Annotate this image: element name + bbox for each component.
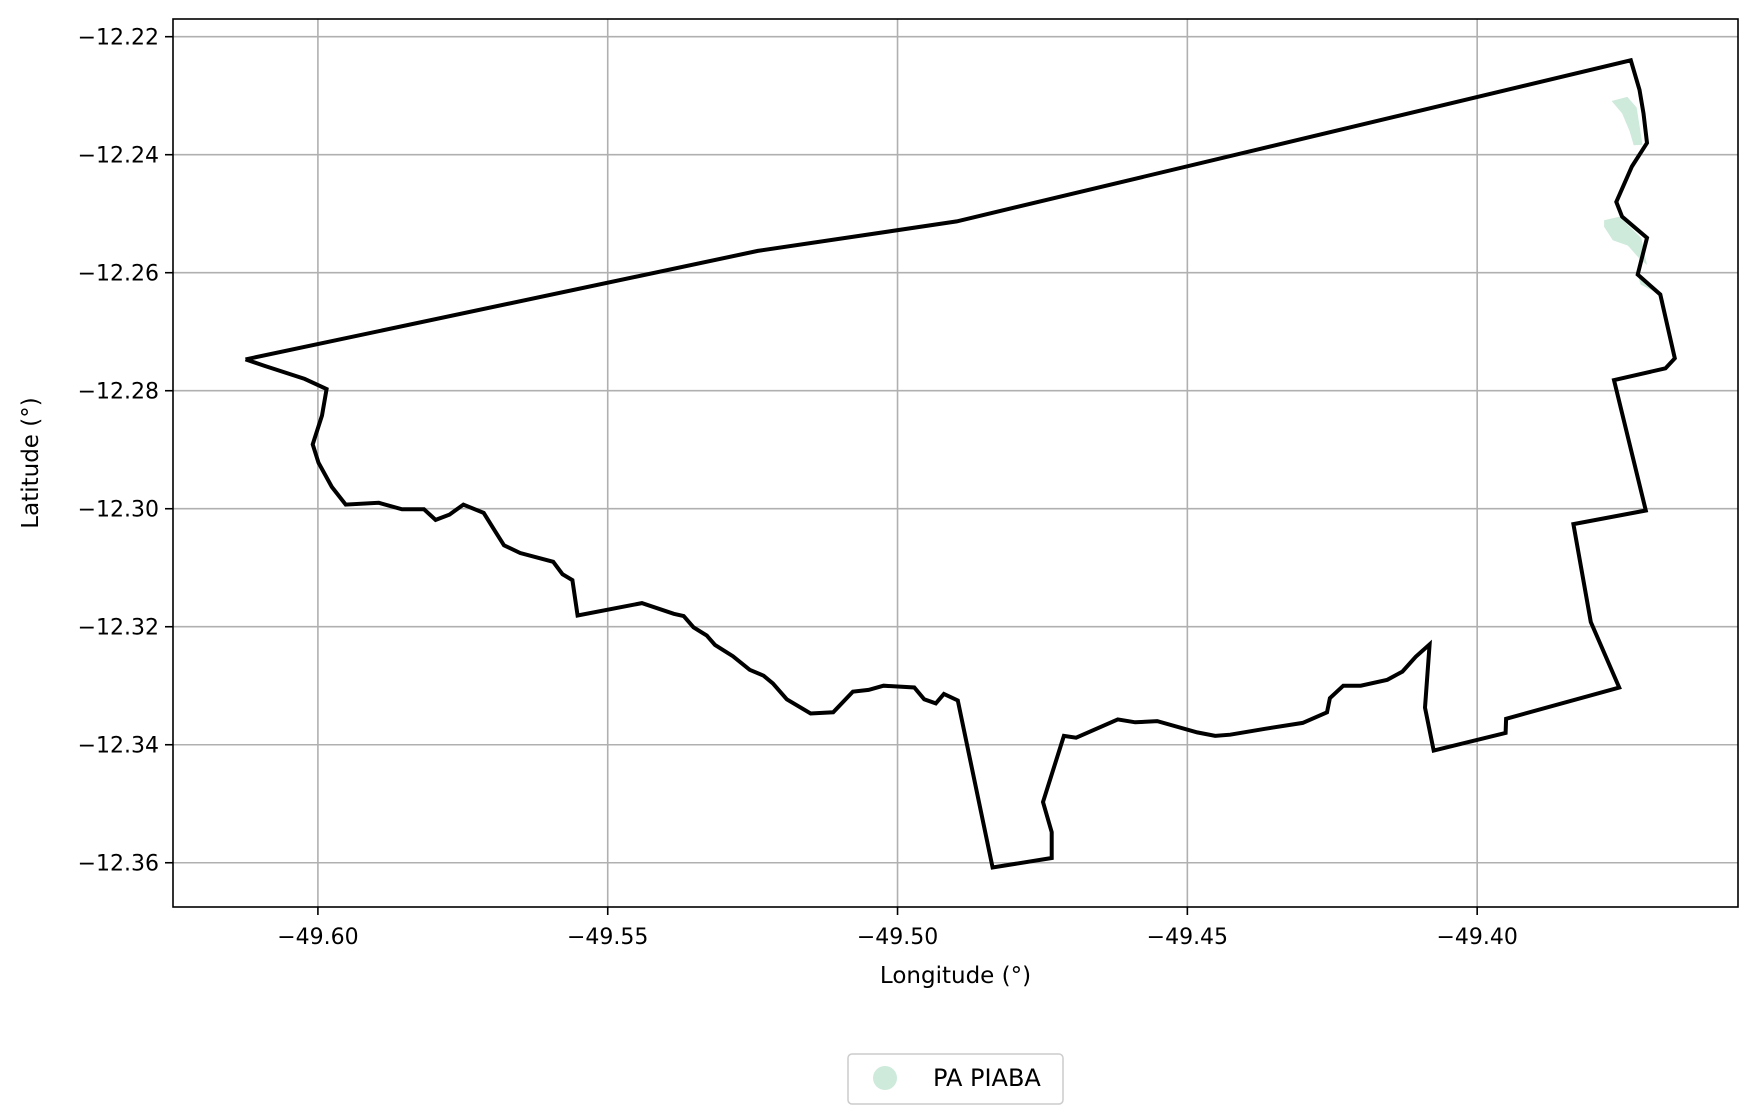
axis-ticks: −49.60 −49.55 −49.50 −49.45 −49.40 −12.22 −12.… — [78, 26, 1518, 950]
grid-lines — [173, 19, 1738, 907]
y-axis-label: Latitude (°) — [18, 397, 44, 528]
y-tick-label: −12.28 — [78, 380, 159, 405]
y-tick-label: −12.32 — [78, 616, 159, 641]
y-tick-label: −12.34 — [78, 734, 159, 759]
x-tick-label: −49.40 — [1436, 925, 1517, 950]
x-tick-label: −49.45 — [1147, 925, 1228, 950]
x-tick-label: −49.55 — [567, 925, 648, 950]
legend-label: PA PIABA — [933, 1064, 1041, 1092]
y-tick-label: −12.22 — [78, 26, 159, 51]
pa-piaba-area-middle — [1604, 216, 1647, 265]
y-tick-label: −12.26 — [78, 262, 159, 287]
legend-box — [847, 1053, 1064, 1105]
y-tick-label: −12.24 — [78, 144, 159, 169]
legend-marker — [873, 1066, 897, 1090]
municipality-boundary — [244, 57, 1677, 870]
plot-frame — [172, 18, 1739, 908]
y-tick-label: −12.30 — [78, 498, 159, 523]
pa-piaba-area-north — [1611, 96, 1643, 146]
x-axis-label: Longitude (°) — [880, 963, 1031, 989]
x-tick-label: −49.60 — [277, 925, 358, 950]
x-tick-label: −49.50 — [857, 925, 938, 950]
legend: PA PIABA — [847, 1053, 1064, 1105]
y-tick-label: −12.36 — [78, 852, 159, 877]
